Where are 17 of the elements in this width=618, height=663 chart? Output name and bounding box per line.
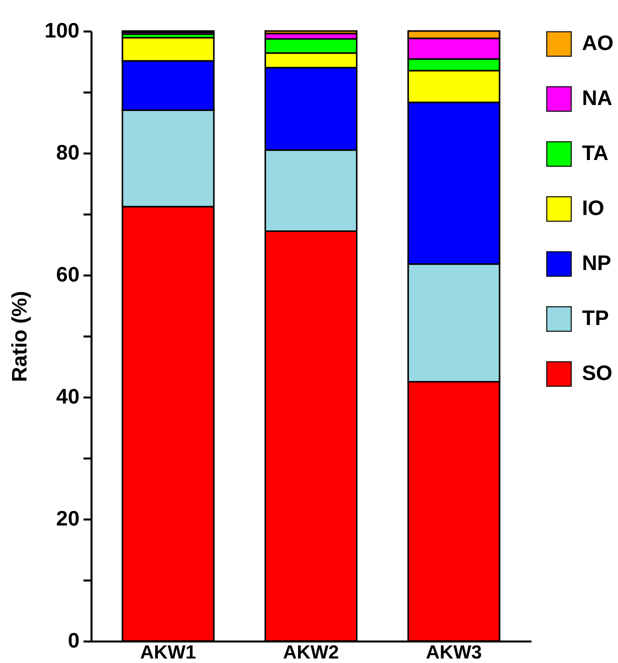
y-tick-label: 60 [56,264,80,286]
x-tick-label: AKW3 [426,642,482,663]
legend-label: SO [582,362,612,385]
legend-label: TA [582,142,608,165]
legend-label: AO [582,32,614,55]
y-tick-label: 0 [68,630,80,652]
legend-label: NA [582,87,612,110]
x-tick-label: AKW1 [140,642,197,663]
y-tick-label: 80 [56,142,80,164]
legend-label: TP [582,307,609,330]
y-axis-title: Ratio (%) [8,291,32,382]
legend-label: IO [582,197,604,220]
y-tick-label: 100 [44,20,80,42]
y-tick-label: 20 [56,508,80,530]
x-tick-label: AKW2 [283,642,339,663]
y-tick-label: 40 [56,386,80,408]
legend-label: NP [582,252,612,275]
